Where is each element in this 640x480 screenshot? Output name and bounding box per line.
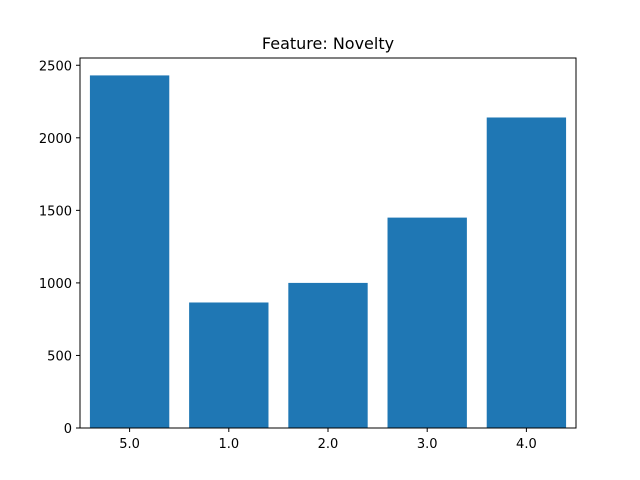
y-tick-label: 500 xyxy=(47,349,72,364)
y-tick-label: 2000 xyxy=(39,132,72,147)
bars-group xyxy=(89,75,567,428)
y-tick-label: 2500 xyxy=(39,59,72,74)
y-axis: 0 500 1000 1500 2000 2500 xyxy=(39,59,80,437)
chart-title: Feature: Novelty xyxy=(262,34,394,53)
bar-3.0 xyxy=(387,217,467,428)
bar-1.0 xyxy=(189,302,269,428)
bar-2.0 xyxy=(288,282,368,428)
x-tick-label: 2.0 xyxy=(318,437,339,452)
y-tick-label: 1500 xyxy=(39,204,72,219)
x-axis: 5.0 1.0 2.0 3.0 4.0 xyxy=(119,428,537,452)
x-tick-label: 3.0 xyxy=(417,437,438,452)
bar-4.0 xyxy=(486,117,567,428)
x-tick-label: 4.0 xyxy=(516,437,537,452)
x-tick-label: 5.0 xyxy=(119,437,140,452)
y-tick-label: 0 xyxy=(64,422,72,437)
plot-frame xyxy=(79,57,577,429)
x-tick-label: 1.0 xyxy=(218,437,239,452)
bar-5.0 xyxy=(89,75,170,428)
y-tick-label: 1000 xyxy=(39,277,72,292)
